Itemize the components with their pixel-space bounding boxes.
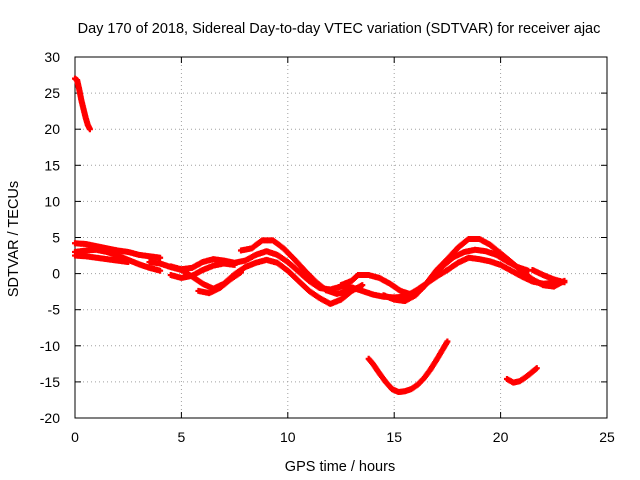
- y-tick-label: 25: [44, 85, 60, 101]
- tick-labels: 0 5 10 15 20 25 -20 -15 -10 -5 0 5 10 15 20 25 30: [40, 49, 615, 445]
- y-tick-label: 0: [52, 266, 60, 282]
- x-tick-label: 15: [386, 429, 402, 445]
- data-point: [86, 126, 93, 133]
- data-point: [125, 259, 132, 266]
- x-tick-label: 5: [178, 429, 186, 445]
- x-tick-label: 0: [71, 429, 79, 445]
- x-tick-label: 20: [493, 429, 509, 445]
- data-point: [561, 279, 568, 286]
- y-tick-label: -15: [40, 374, 60, 390]
- series-band-j: [380, 235, 568, 305]
- x-tick-label: 10: [280, 429, 296, 445]
- data-point: [533, 365, 540, 372]
- data-point: [157, 254, 164, 261]
- grid: [75, 57, 607, 418]
- x-tick-label: 25: [599, 429, 615, 445]
- data-point: [237, 269, 244, 276]
- series-band-c: [72, 252, 132, 266]
- series-arc-low-mid: [365, 338, 451, 396]
- series-arc-high-start: [72, 75, 93, 133]
- series-band-k: [529, 266, 568, 286]
- series-band-h: [237, 237, 362, 297]
- y-tick-label: 15: [44, 157, 60, 173]
- chart-title: Day 170 of 2018, Sidereal Day-to-day VTE…: [78, 21, 601, 37]
- data-point: [355, 285, 362, 292]
- series-band-f: [167, 260, 238, 281]
- y-tick-label: 5: [52, 230, 60, 246]
- data-point: [231, 261, 238, 268]
- y-tick-label: 30: [44, 49, 60, 65]
- data-point: [359, 282, 366, 289]
- y-tick-label: -5: [48, 302, 61, 318]
- y-tick-label: 10: [44, 193, 60, 209]
- series-band-g: [195, 269, 244, 297]
- x-axis-label: GPS time / hours: [285, 459, 395, 475]
- series-arc-low-end: [503, 365, 540, 386]
- y-tick-label: 20: [44, 121, 60, 137]
- y-tick-label: -20: [40, 410, 60, 426]
- data-point: [157, 267, 164, 274]
- y-tick-label: -10: [40, 338, 60, 354]
- y-axis-label: SDTVAR / TECUs: [6, 181, 22, 297]
- data-point: [444, 338, 451, 345]
- data-series: [72, 75, 568, 396]
